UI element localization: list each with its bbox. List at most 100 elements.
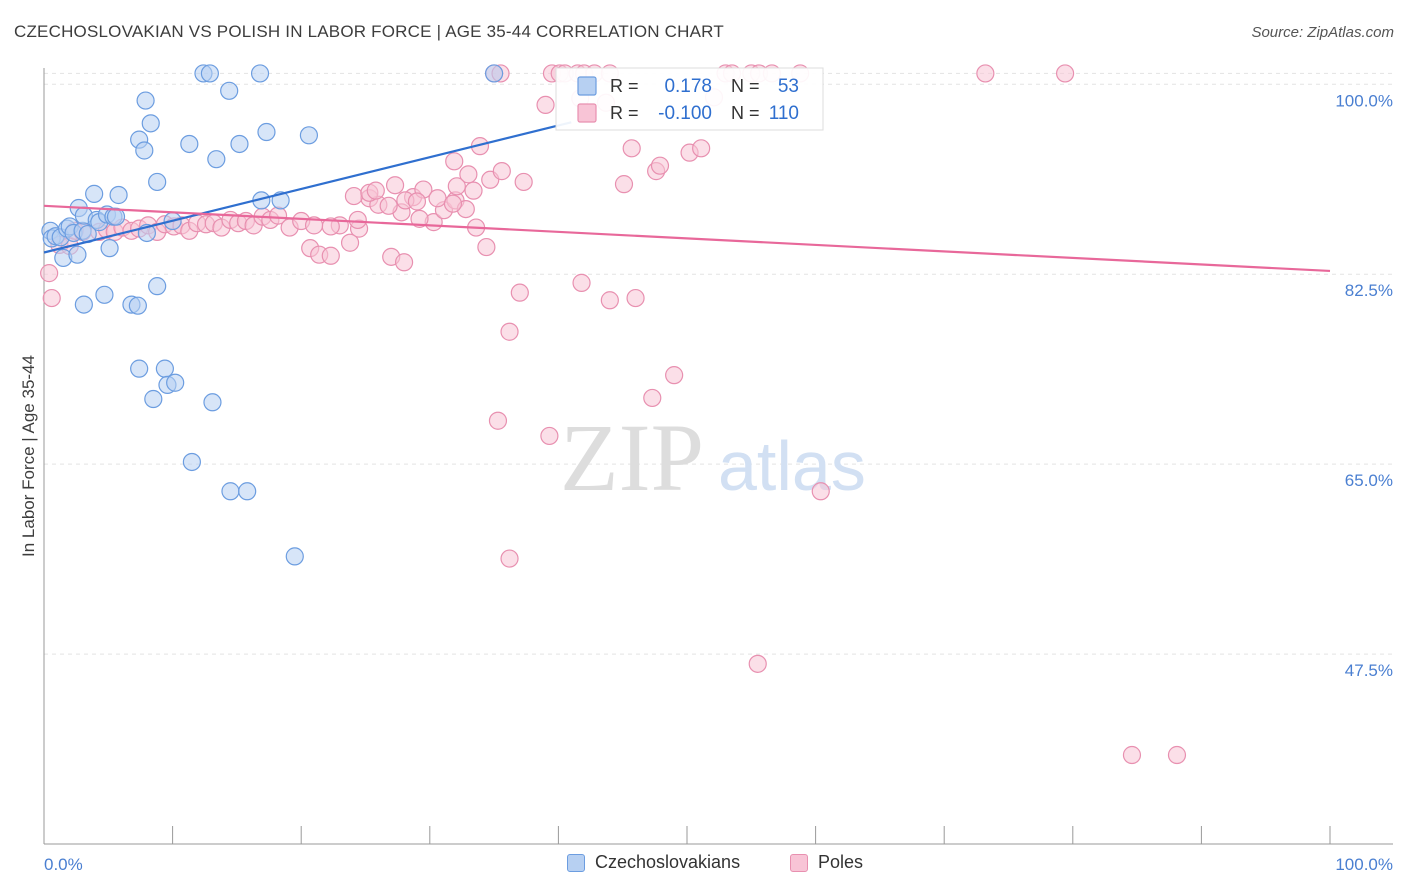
data-point-poles: [748, 654, 767, 673]
data-point-poles: [510, 283, 529, 302]
data-point-poles: [407, 192, 427, 211]
data-point-poles: [600, 291, 619, 310]
data-point-poles: [643, 388, 662, 408]
data-point-poles: [1055, 64, 1075, 83]
data-point-poles: [488, 411, 508, 430]
trend-lines: [43, 121, 1331, 273]
data-point-poles: [540, 426, 559, 446]
data-point-czechoslovakians: [144, 389, 163, 409]
watermark: ZIP atlas: [560, 404, 866, 511]
stats-legend: R = 0.178 N = 53 R = -0.100 N = 110: [555, 67, 824, 131]
data-point-poles: [344, 186, 364, 206]
data-point-czechoslovakians: [136, 91, 155, 110]
legend-swatch-czechoslovakians: [567, 853, 585, 872]
data-point-czechoslovakians: [155, 359, 174, 378]
data-point-czechoslovakians: [221, 482, 240, 501]
bottom-legend: Czechoslovakians Poles: [0, 852, 1406, 878]
axis-labels: 100.0% 82.5% 65.0% 47.5% 0.0% 100.0% In Labor …: [19, 91, 1393, 874]
legend-label-poles: Poles: [818, 852, 864, 872]
watermark-atlas: atlas: [718, 427, 866, 505]
data-point-poles: [572, 273, 591, 292]
data-point-czechoslovakians: [100, 239, 119, 258]
data-point-poles: [650, 156, 670, 175]
chart-title: CZECHOSLOVAKIAN VS POLISH IN LABOR FORCE…: [14, 22, 724, 41]
data-point-poles: [340, 233, 360, 252]
data-point-czechoslovakians: [148, 172, 167, 192]
stats-n-label: N =: [731, 76, 760, 96]
data-point-czechoslovakians: [74, 295, 93, 314]
data-point-poles: [443, 194, 463, 213]
data-point-poles: [42, 288, 61, 308]
data-point-poles: [976, 64, 995, 83]
data-point-poles: [692, 139, 711, 158]
axes: [43, 68, 1393, 845]
x-tick-label: 100.0%: [1335, 855, 1393, 874]
data-point-czechoslovakians: [257, 122, 276, 142]
data-point-czechoslovakians: [148, 277, 167, 296]
data-point-poles: [464, 181, 483, 200]
data-point-poles: [428, 189, 447, 208]
data-point-czechoslovakians: [106, 207, 126, 226]
data-point-czechoslovakians: [68, 245, 87, 264]
data-point-czechoslovakians: [299, 126, 319, 145]
stats-n-label: N =: [731, 103, 760, 123]
data-point-poles: [477, 237, 496, 257]
data-point-czechoslovakians: [182, 452, 201, 472]
data-point-czechoslovakians: [128, 296, 147, 315]
data-point-poles: [447, 177, 466, 196]
data-point-poles: [459, 165, 478, 184]
data-point-czechoslovakians: [207, 150, 226, 169]
trend-line-czechoslovakians: [43, 121, 572, 254]
y-tick-label: 100.0%: [1335, 91, 1393, 110]
data-point-czechoslovakians: [109, 185, 128, 205]
grid: [44, 72, 1393, 655]
stats-r-value: 0.178: [664, 76, 712, 97]
data-point-czechoslovakians: [180, 134, 199, 154]
data-point-poles: [410, 209, 429, 228]
stats-n-value: 53: [778, 76, 799, 97]
data-point-poles: [500, 549, 519, 568]
data-point-poles: [536, 95, 555, 115]
data-point-czechoslovakians: [130, 359, 149, 378]
data-point-poles: [811, 482, 830, 501]
data-point-poles: [321, 246, 340, 265]
data-point-poles: [626, 288, 645, 308]
data-point-poles: [492, 162, 511, 181]
data-point-czechoslovakians: [220, 81, 239, 100]
stats-r-value: -0.100: [658, 103, 712, 124]
data-point-poles: [445, 152, 464, 171]
data-point-czechoslovakians: [135, 141, 154, 160]
watermark-zip: ZIP: [560, 404, 704, 511]
y-tick-label: 65.0%: [1345, 471, 1393, 490]
data-point-czechoslovakians: [285, 547, 304, 566]
data-point-czechoslovakians: [166, 373, 185, 392]
data-point-poles: [622, 139, 641, 158]
data-point-poles: [1122, 745, 1142, 765]
data-point-czechoslovakians: [85, 184, 104, 203]
data-point-czechoslovakians: [250, 64, 270, 83]
stats-r-label: R =: [610, 103, 639, 123]
data-point-czechoslovakians: [200, 64, 219, 83]
data-point-czechoslovakians: [485, 64, 504, 83]
stats-n-value: 110: [769, 103, 799, 124]
data-point-poles: [500, 322, 519, 341]
data-point-poles: [40, 264, 59, 283]
legend-item-poles[interactable]: Poles: [790, 852, 863, 873]
data-point-poles: [385, 176, 405, 195]
data-point-czechoslovakians: [141, 114, 160, 133]
data-point-poles: [366, 181, 385, 200]
legend-label-czechoslovakians: Czechoslovakians: [595, 852, 741, 872]
data-point-poles: [394, 253, 414, 272]
data-point-poles: [514, 172, 533, 192]
trend-line-poles: [43, 204, 1331, 273]
data-point-poles: [379, 196, 398, 215]
stats-legend-box: [555, 67, 824, 131]
stats-swatch: [577, 103, 597, 123]
data-point-poles: [348, 210, 367, 230]
data-point-czechoslovakians: [230, 134, 249, 154]
data-point-poles: [665, 366, 684, 385]
legend-item-czechoslovakians[interactable]: Czechoslovakians: [567, 852, 740, 873]
stats-r-label: R =: [610, 76, 639, 96]
chart-source: Source: ZipAtlas.com: [1251, 24, 1394, 41]
